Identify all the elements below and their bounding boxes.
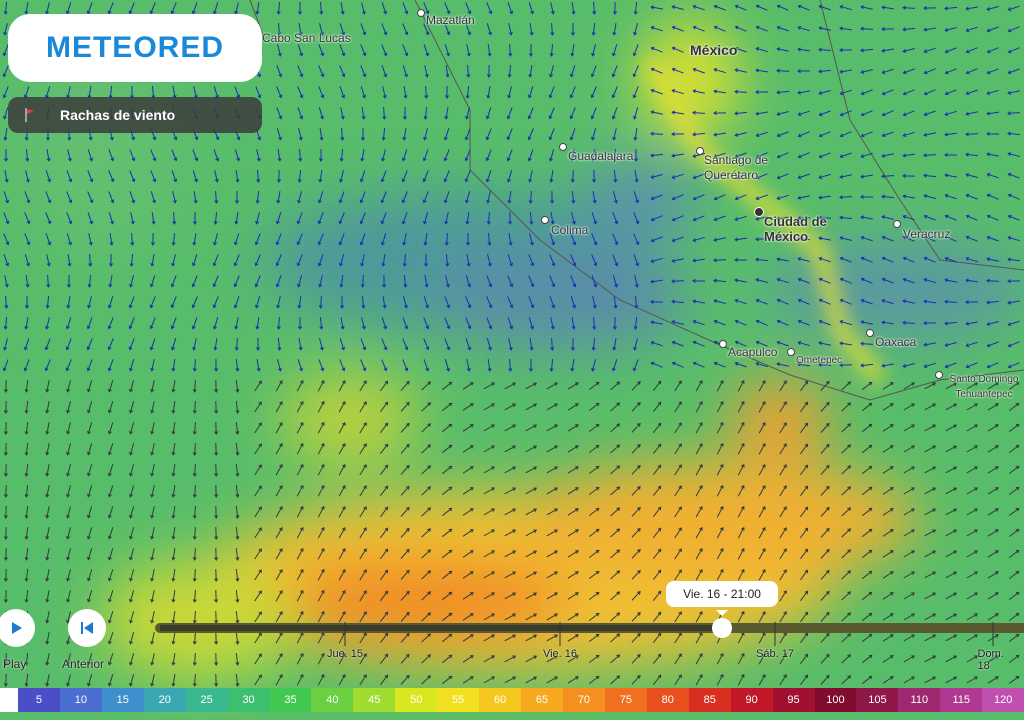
legend-cell: 15 — [101, 688, 144, 712]
legend-cell: 115 — [940, 688, 983, 712]
day-label[interactable]: Sáb. 17 — [756, 648, 794, 660]
city-dot — [417, 9, 425, 17]
layer-name: Rachas de viento — [60, 107, 176, 123]
place-label: Oaxaca — [875, 335, 917, 349]
place-label: Veracruz — [903, 227, 951, 241]
legend-cell: 80 — [646, 688, 689, 712]
legend-cell: 60 — [479, 688, 522, 712]
city-dot — [719, 340, 727, 348]
legend-cell: 55 — [437, 688, 480, 712]
city-dot — [787, 348, 795, 356]
legend-cell: 50 — [395, 688, 438, 712]
logo[interactable]: METEORED — [8, 14, 262, 82]
legend-cell: 30 — [227, 688, 270, 712]
city-dot — [541, 216, 549, 224]
capital-dot — [754, 207, 764, 217]
current-time: Vie. 16 - 21:00 — [666, 581, 778, 607]
place-label: Santiago de Querétaro — [704, 153, 769, 182]
flag-icon — [25, 108, 34, 122]
legend-cell: 25 — [185, 688, 228, 712]
place-label: Ometepec — [796, 355, 843, 366]
legend-cell: 110 — [898, 688, 941, 712]
city-dot — [559, 143, 567, 151]
wind-arrows — [2, 1, 1021, 687]
place-label: Acapulco — [728, 345, 778, 359]
legend-cell: 35 — [269, 688, 312, 712]
legend-cell: 105 — [856, 688, 899, 712]
day-label[interactable]: Jue. 15 — [326, 648, 364, 660]
timeline-knob[interactable] — [712, 618, 732, 638]
place-label: Cabo San Lucas — [262, 31, 351, 45]
play-icon — [12, 622, 22, 634]
play-label: Play — [3, 657, 27, 671]
place-label: Guadalajara — [568, 149, 634, 163]
place-label: Mazatlán — [426, 13, 475, 27]
city-dot — [866, 329, 874, 337]
city-dot — [893, 220, 901, 228]
legend-cell: 65 — [521, 688, 563, 712]
legend-cell: 40 — [311, 688, 354, 712]
legend-cell: 45 — [353, 688, 396, 712]
city-dot — [935, 371, 943, 379]
wind-arrow — [3, 379, 1020, 687]
legend-cell: 90 — [730, 688, 773, 712]
legend-cell: 100 — [814, 688, 857, 712]
layer-selector[interactable]: Rachas de viento — [8, 97, 262, 133]
wind-arrow — [2, 1, 1021, 372]
timeline-ticks — [344, 622, 994, 646]
day-label[interactable]: Dom. 18 — [977, 648, 1004, 672]
legend-blank — [0, 688, 18, 712]
legend-cell: 5 — [18, 688, 60, 712]
play-button[interactable] — [0, 609, 35, 647]
day-label[interactable]: Vie. 16 — [542, 648, 578, 660]
previous-button[interactable] — [68, 609, 106, 647]
legend-cell: 20 — [143, 688, 186, 712]
legend-cell: 70 — [562, 688, 605, 712]
legend-cell: 85 — [688, 688, 731, 712]
place-label: Santo Domingo Tehuantepec — [949, 374, 1019, 400]
place-label: Colima — [551, 223, 589, 237]
place-label: México — [690, 42, 738, 58]
legend-cell: 10 — [59, 688, 102, 712]
legend: 5 10 15 20 25 30 35 40 45 50 55 60 65 70 75 80 85 90 95 100… — [0, 688, 1024, 712]
place-label: Ciudad de México — [764, 214, 827, 244]
legend-cell: 75 — [604, 688, 647, 712]
legend-cell: 95 — [772, 688, 815, 712]
previous-icon — [81, 622, 93, 634]
city-dot — [696, 147, 704, 155]
legend-cell: 120 — [982, 688, 1024, 712]
previous-label: Anterior — [62, 657, 105, 671]
